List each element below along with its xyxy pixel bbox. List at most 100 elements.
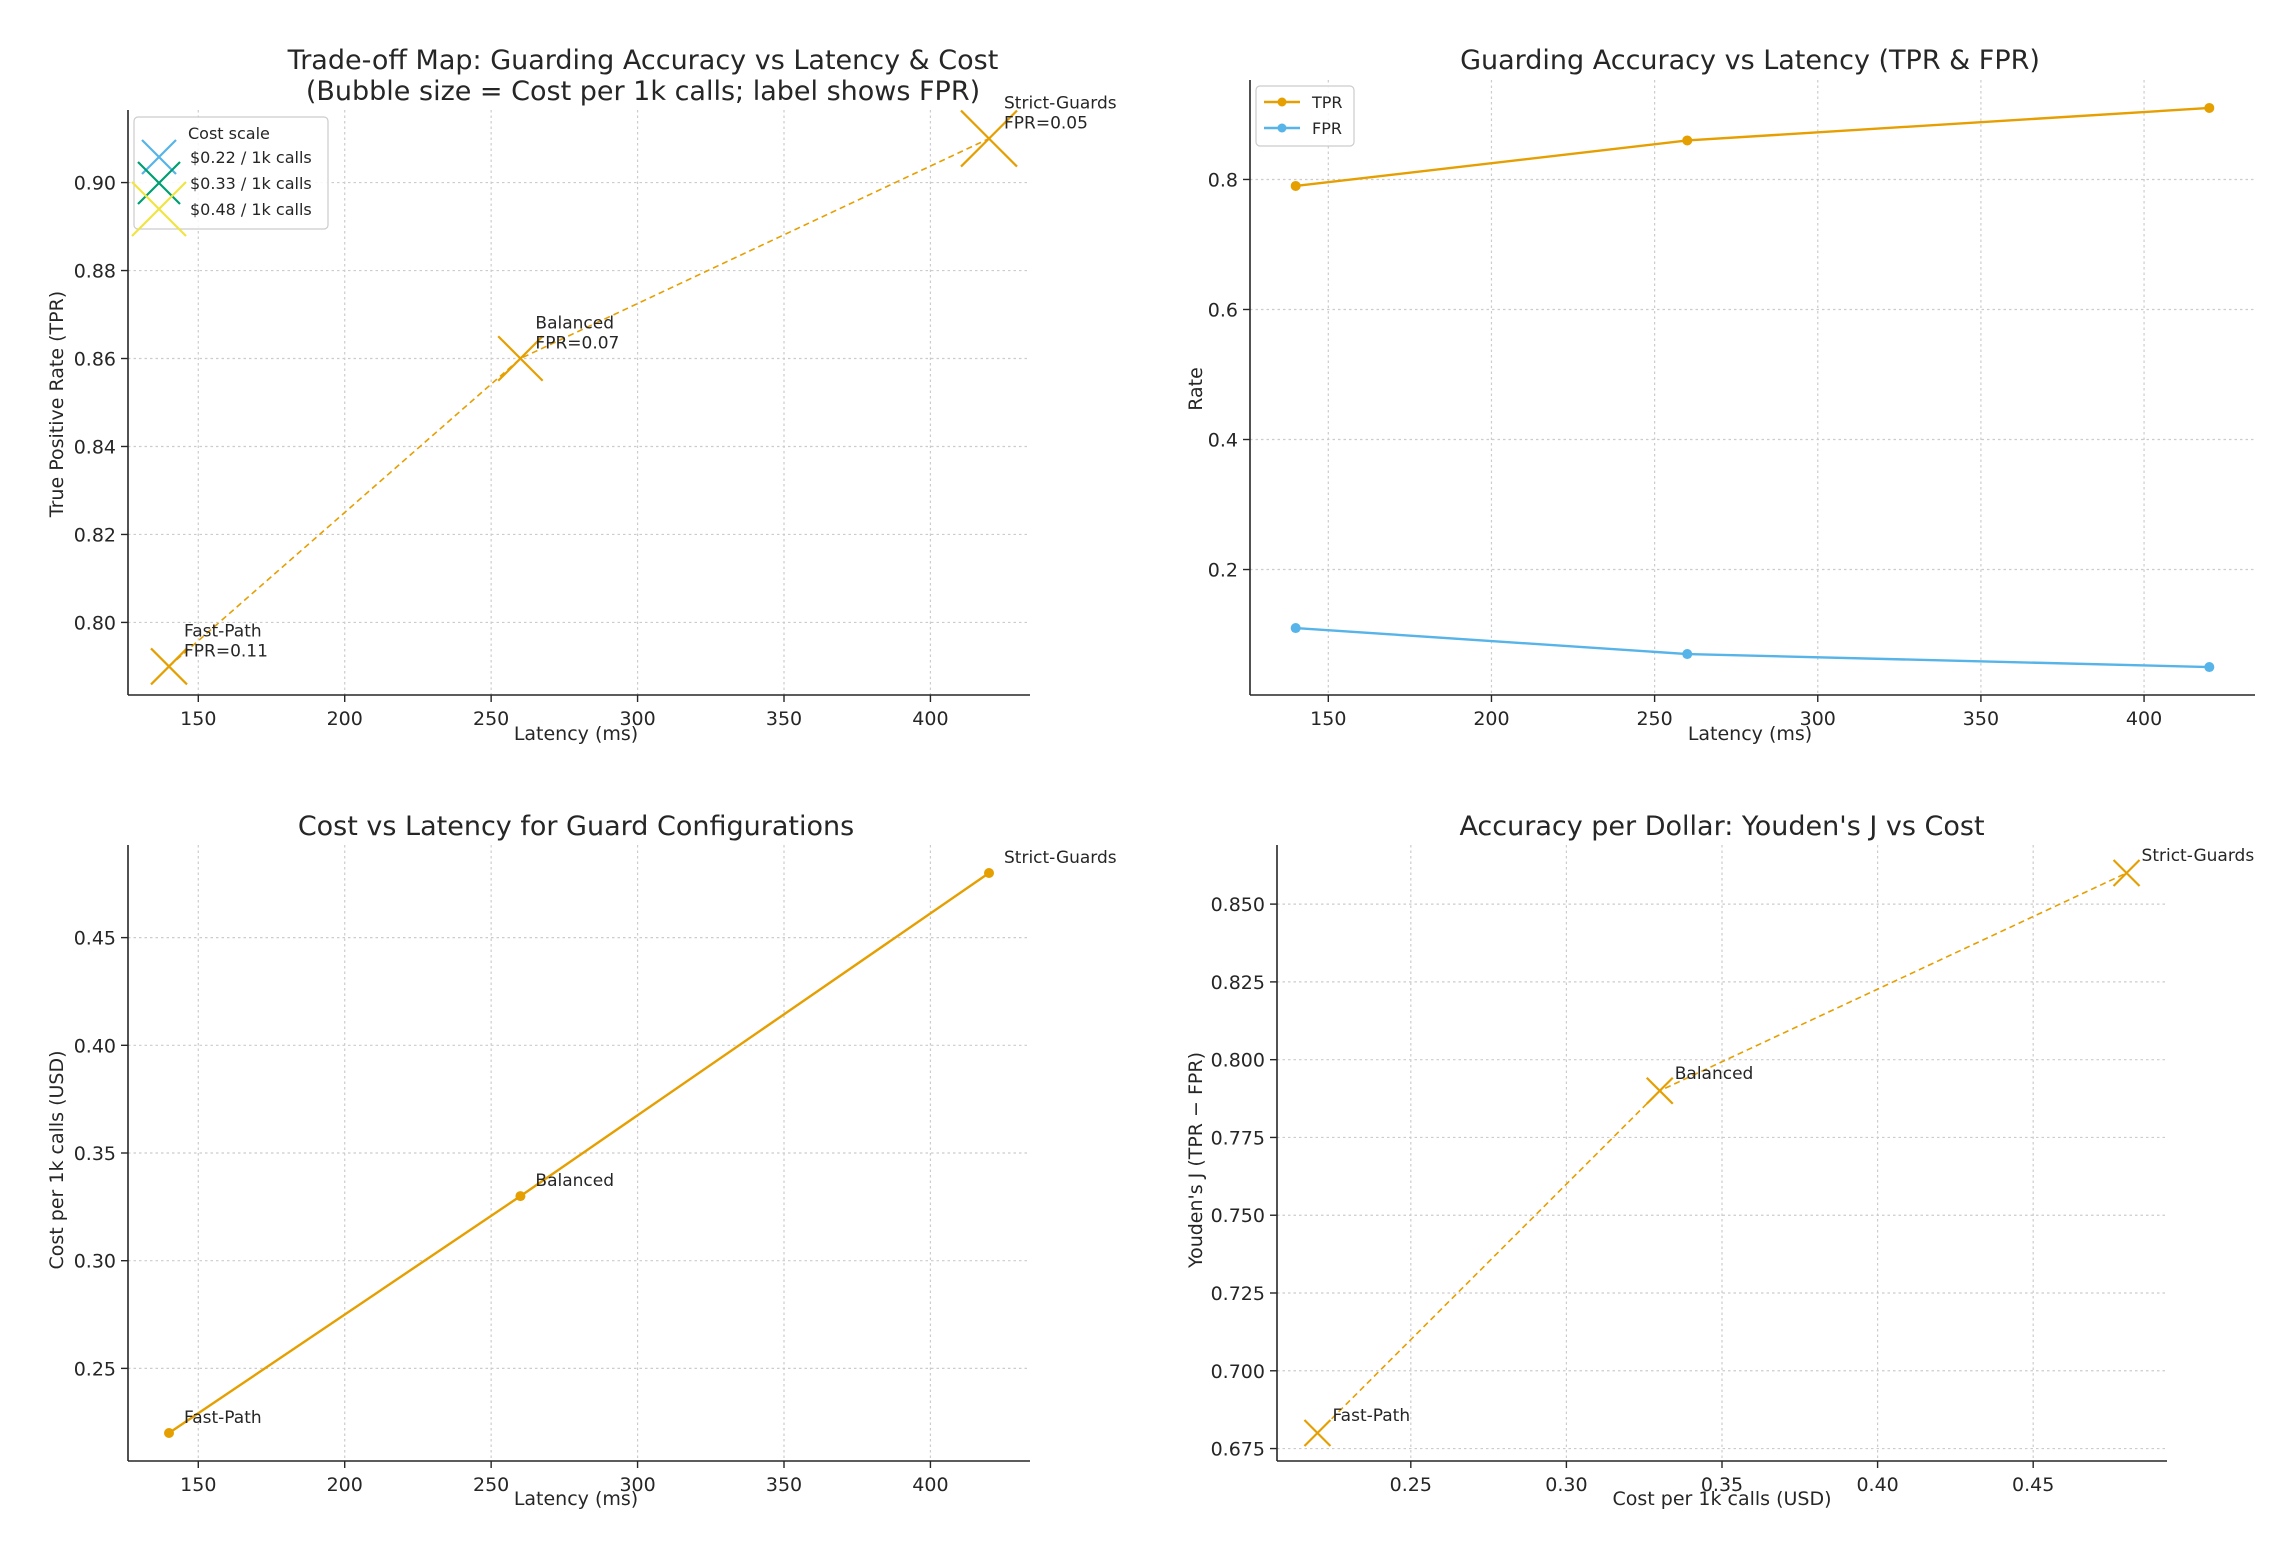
y-tick-label: 0.84 <box>74 436 116 458</box>
y-tick-label: 0.45 <box>74 928 116 950</box>
point-balanced-stroke-b <box>497 335 544 382</box>
legend-marker-tpr <box>1277 97 1287 107</box>
x-tick-label: 250 <box>473 1474 509 1496</box>
point-fast-path-stroke-b <box>1303 1419 1332 1447</box>
panel-accuracy-vs-latency: Guarding Accuracy vs Latency (TPR & FPR)… <box>1185 45 2255 745</box>
point-label: Fast-Path <box>184 1408 262 1428</box>
y-tick-label: 0.725 <box>1211 1283 1265 1305</box>
series-tpr-point <box>1290 180 1301 191</box>
x-tick-label: 200 <box>1473 708 1509 730</box>
y-axis-label: Youden's J (TPR − FPR) <box>1185 1052 1207 1269</box>
point-label: Balanced <box>535 314 614 334</box>
legend-marker-large <box>131 181 187 237</box>
x-tick-label: 400 <box>912 708 948 730</box>
y-tick-label: 0.775 <box>1211 1127 1265 1149</box>
legend-label-fpr: FPR <box>1312 119 1342 138</box>
y-tick-label: 0.40 <box>74 1035 116 1057</box>
legend-entry-fpr: FPR <box>1264 119 1342 138</box>
point-label: Fast-Path <box>184 621 262 641</box>
x-tick-label: 150 <box>180 1474 216 1496</box>
point-balanced <box>497 335 544 382</box>
point-label: Strict-Guards <box>2142 846 2255 866</box>
x-tick-label: 0.45 <box>2012 1474 2054 1496</box>
series-fpr-point <box>1682 649 1693 660</box>
legend-entry-tpr: TPR <box>1264 93 1343 112</box>
series-fpr-point <box>2204 662 2215 673</box>
y-tick-label: 0.86 <box>74 349 116 371</box>
y-tick-label: 0.4 <box>1208 430 1238 452</box>
point-fast-path <box>164 1428 174 1438</box>
y-tick-label: 0.850 <box>1211 894 1265 916</box>
point-label: Balanced <box>535 1171 614 1191</box>
x-tick-label: 0.30 <box>1545 1474 1587 1496</box>
point-label: Strict-Guards <box>1004 94 1117 114</box>
x-tick-label: 350 <box>1963 708 1999 730</box>
chart-title: Guarding Accuracy vs Latency (TPR & FPR) <box>1460 45 2040 76</box>
legend: TPR FPR <box>1255 85 1355 147</box>
panel-youden-vs-cost: Accuracy per Dollar: Youden's J vs Cost … <box>1185 811 2254 1510</box>
y-tick-label: 0.80 <box>74 612 116 634</box>
series-fpr-point <box>1290 623 1301 634</box>
x-tick-label: 350 <box>766 1474 802 1496</box>
y-tick-label: 0.88 <box>74 261 116 283</box>
chart-title: Cost vs Latency for Guard Configurations <box>298 811 854 842</box>
y-axis-label: True Positive Rate (TPR) <box>46 291 68 518</box>
panel-cost-vs-latency: Cost vs Latency for Guard Configurations… <box>46 811 1117 1510</box>
point-balanced <box>515 1191 526 1202</box>
point-strict-guards-stroke-b <box>960 109 1018 168</box>
point-label: FPR=0.05 <box>1004 114 1088 134</box>
chart-title: Accuracy per Dollar: Youden's J vs Cost <box>1459 811 1984 842</box>
legend-frame <box>133 116 329 230</box>
series-tpr-line <box>1295 106 2210 188</box>
legend-label-tpr: TPR <box>1311 93 1343 112</box>
legend-marker-mid <box>137 161 181 205</box>
x-tick-label: 300 <box>619 708 655 730</box>
point-label: FPR=0.11 <box>184 641 268 661</box>
x-tick-label: 0.25 <box>1390 1474 1432 1496</box>
x-tick-label: 200 <box>327 708 363 730</box>
legend-entry-small: $0.22 / 1k calls <box>141 139 312 175</box>
legend-entry-large: $0.48 / 1k calls <box>131 181 312 237</box>
point-balanced <box>1645 1077 1674 1105</box>
x-tick-label: 350 <box>766 708 802 730</box>
y-tick-label: 0.25 <box>74 1358 116 1380</box>
y-tick-label: 0.30 <box>74 1251 116 1273</box>
point-label: Fast-Path <box>1332 1406 1410 1426</box>
chart-title: Trade-off Map: Guarding Accuracy vs Late… <box>287 45 999 76</box>
y-tick-label: 0.6 <box>1208 299 1238 321</box>
x-tick-label: 400 <box>2126 708 2162 730</box>
point-strict-guards-stroke-b <box>2112 859 2141 887</box>
legend-marker-fpr <box>1277 123 1287 133</box>
y-tick-label: 0.750 <box>1211 1205 1265 1227</box>
y-tick-label: 0.2 <box>1208 560 1238 582</box>
x-axis-label: Latency (ms) <box>514 723 638 745</box>
panel-tradeoff-map: Trade-off Map: Guarding Accuracy vs Late… <box>46 45 1117 745</box>
legend: Cost scale $0.22 / 1k calls $0.33 / 1k c… <box>131 116 329 237</box>
y-tick-label: 0.90 <box>74 173 116 195</box>
series-tpr-point <box>1682 135 1693 146</box>
legend-label-mid: $0.33 / 1k calls <box>190 174 312 193</box>
y-tick-label: 0.35 <box>74 1143 116 1165</box>
x-tick-label: 0.40 <box>1856 1474 1898 1496</box>
y-tick-label: 0.825 <box>1211 972 1265 994</box>
point-strict-guards <box>2112 859 2141 887</box>
legend-title: Cost scale <box>188 124 270 143</box>
x-tick-label: 300 <box>619 1474 655 1496</box>
y-tick-label: 0.700 <box>1211 1361 1265 1383</box>
point-label: FPR=0.07 <box>535 334 619 354</box>
x-tick-label: 200 <box>327 1474 363 1496</box>
point-label: Balanced <box>1675 1064 1754 1084</box>
point-fast-path-stroke-b <box>150 647 188 686</box>
x-axis-label: Latency (ms) <box>514 1488 638 1510</box>
point-strict-guards <box>960 109 1018 168</box>
legend-marker-small <box>141 139 177 175</box>
y-tick-label: 0.675 <box>1211 1439 1265 1461</box>
point-fast-path <box>1303 1419 1332 1447</box>
point-fast-path <box>150 647 188 686</box>
x-tick-label: 150 <box>1310 708 1346 730</box>
x-tick-label: 150 <box>180 708 216 730</box>
legend-label-large: $0.48 / 1k calls <box>190 200 312 219</box>
y-tick-label: 0.8 <box>1208 169 1238 191</box>
point-label: Strict-Guards <box>1004 848 1117 868</box>
y-axis-label: Cost per 1k calls (USD) <box>46 1050 68 1269</box>
